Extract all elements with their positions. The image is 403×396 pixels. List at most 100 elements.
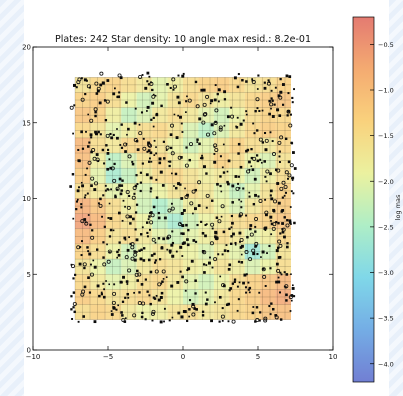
star-marker (104, 189, 107, 192)
star-marker (75, 208, 78, 211)
star-marker (227, 302, 231, 306)
star-marker (77, 320, 80, 323)
star-marker (177, 155, 182, 160)
star-marker (153, 154, 156, 156)
star-marker (204, 302, 208, 306)
star-marker (87, 145, 90, 148)
star-marker (72, 83, 76, 87)
star-marker (179, 115, 182, 119)
star-marker (200, 156, 204, 160)
heatmap-cell (167, 153, 183, 169)
heatmap-cell (213, 198, 230, 214)
star-marker (290, 190, 293, 193)
star-marker (263, 316, 268, 321)
star-marker (272, 222, 277, 227)
star-marker (275, 220, 278, 224)
heatmap-cell (229, 122, 245, 138)
star-marker (234, 243, 237, 246)
star-marker (202, 88, 206, 92)
colorbar: −0.5 −1.0 −1.5 −2.0 −2.5 −3.0 −3.5 −4.0 log mas (352, 16, 402, 383)
star-marker (109, 251, 111, 253)
star-marker (277, 276, 280, 279)
star-marker (247, 281, 250, 284)
star-marker (88, 291, 92, 294)
star-marker (259, 158, 262, 161)
star-marker (196, 223, 199, 227)
star-marker (249, 232, 254, 237)
star-marker (124, 205, 126, 208)
heatmap-cell (121, 259, 137, 275)
star-marker (251, 78, 254, 80)
heatmap-cell (260, 243, 276, 260)
heatmap-cell (167, 213, 183, 229)
star-marker (114, 87, 116, 90)
heatmap-cell (244, 274, 261, 290)
star-marker (89, 272, 94, 277)
star-marker (182, 209, 186, 212)
heatmap-cell (260, 153, 276, 169)
star-marker (71, 318, 74, 320)
star-marker (101, 215, 103, 218)
star-marker (205, 193, 210, 198)
star-marker (269, 131, 272, 134)
star-marker (230, 114, 235, 119)
star-marker (94, 114, 97, 118)
star-marker (102, 295, 106, 299)
star-marker (83, 196, 86, 199)
star-marker (125, 280, 129, 283)
star-marker (144, 86, 148, 90)
star-marker (252, 156, 257, 161)
star-marker (245, 291, 248, 294)
star-marker (125, 190, 130, 195)
star-marker (170, 243, 174, 247)
star-marker (110, 136, 114, 140)
star-marker (70, 308, 73, 311)
star-marker (114, 194, 117, 197)
star-marker (140, 283, 144, 286)
star-marker (216, 92, 219, 96)
star-marker (71, 173, 75, 176)
star-marker (271, 307, 275, 311)
star-marker (221, 283, 226, 288)
star-marker (121, 300, 125, 303)
star-marker (291, 176, 295, 180)
star-marker (122, 199, 125, 202)
heatmap-cell (213, 77, 230, 93)
star-marker (278, 95, 283, 100)
star-marker (80, 181, 83, 184)
star-marker (285, 273, 289, 276)
star-marker (157, 237, 161, 240)
star-marker (151, 237, 156, 242)
heatmap-cell (229, 137, 245, 154)
star-marker (276, 108, 280, 112)
heatmap-cell (75, 153, 91, 169)
star-marker (287, 160, 291, 164)
star-marker (120, 146, 124, 149)
star-marker (222, 230, 226, 234)
star-marker (261, 250, 265, 254)
star-marker (238, 187, 241, 190)
star-marker (176, 95, 180, 99)
star-marker (277, 94, 281, 98)
star-marker (131, 195, 136, 200)
star-marker (84, 221, 87, 224)
star-marker (88, 252, 92, 256)
star-marker (77, 159, 81, 162)
star-marker (80, 292, 85, 297)
star-marker (270, 233, 273, 236)
star-marker (137, 272, 142, 277)
star-marker (89, 223, 92, 226)
star-marker (186, 269, 189, 272)
heatmap-cell (152, 183, 168, 199)
heatmap-cell (167, 183, 183, 199)
heatmap-cell (105, 77, 122, 93)
star-marker (139, 171, 143, 174)
star-marker (212, 131, 217, 136)
star-marker (165, 145, 170, 150)
star-marker (154, 241, 157, 244)
star-marker (242, 119, 245, 122)
star-marker (291, 96, 294, 100)
star-marker (142, 259, 146, 262)
star-marker (278, 243, 283, 248)
chart-title: Plates: 242 Star density: 10 angle max r… (55, 34, 311, 45)
